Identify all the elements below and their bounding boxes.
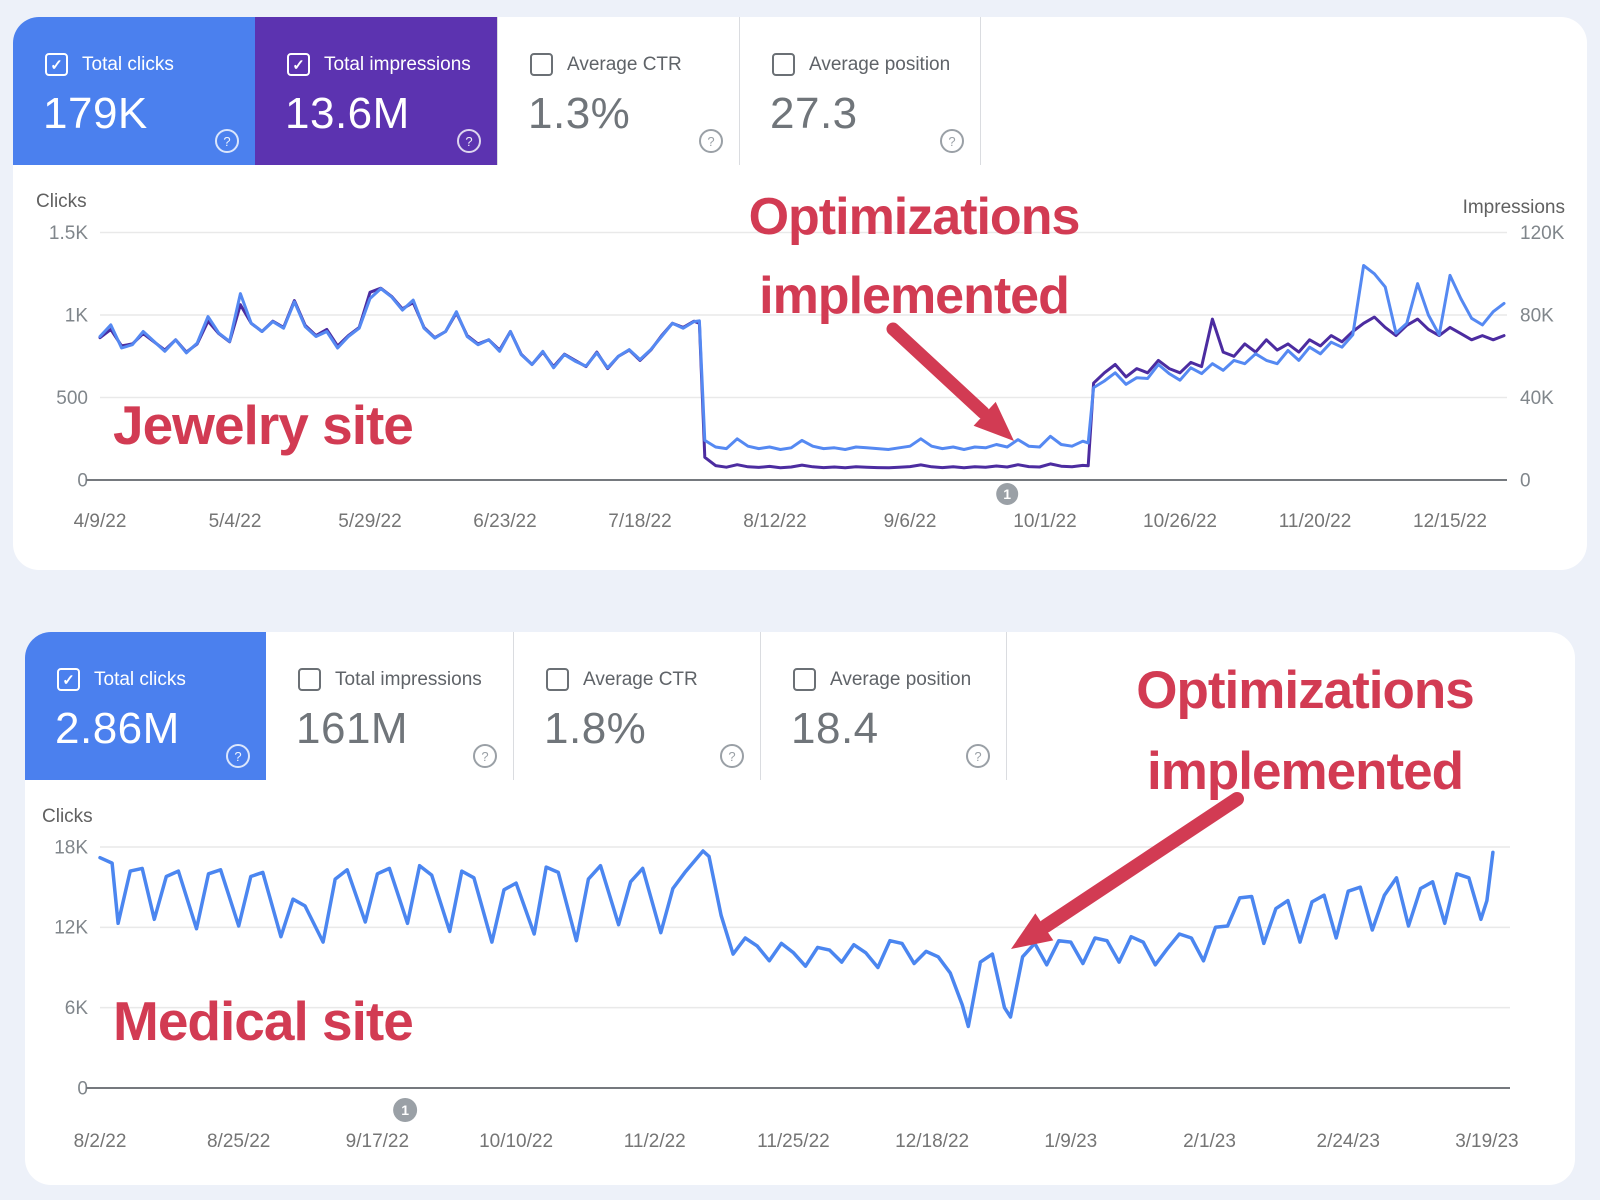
annotation-line: Optimizations xyxy=(1136,661,1474,720)
checkbox-average-position[interactable] xyxy=(772,53,795,76)
annotation-line: implemented xyxy=(759,267,1070,325)
metric-value: 13.6M xyxy=(285,89,410,138)
metric-card-total-impressions-jewelry[interactable]: ✓ Total impressions 13.6M ? xyxy=(255,17,497,165)
checkbox-total-clicks[interactable]: ✓ xyxy=(45,53,68,76)
annotation-line: Optimizations xyxy=(748,188,1081,246)
site-label-medical: Medical site xyxy=(113,990,414,1052)
metric-label: Average CTR xyxy=(567,53,682,75)
metric-card-total-clicks-medical[interactable]: ✓ Total clicks 2.86M ? xyxy=(25,632,266,780)
metric-card-average-ctr-jewelry[interactable]: Average CTR 1.3% ? xyxy=(497,17,739,165)
metric-value: 18.4 xyxy=(791,704,879,753)
metric-label: Total impressions xyxy=(335,668,482,690)
checkmark-icon: ✓ xyxy=(62,671,75,689)
checkbox-total-clicks[interactable]: ✓ xyxy=(57,668,80,691)
annotation-optimizations-jewelry: Optimizations implemented xyxy=(659,178,1169,336)
help-icon[interactable]: ? xyxy=(699,129,723,153)
annotation-line: implemented xyxy=(1147,742,1464,801)
metric-value: 161M xyxy=(296,704,409,753)
help-icon[interactable]: ? xyxy=(966,744,990,768)
help-icon[interactable]: ? xyxy=(457,129,481,153)
metric-label: Total clicks xyxy=(94,668,186,690)
help-icon[interactable]: ? xyxy=(720,744,744,768)
metric-card-average-position-medical[interactable]: Average position 18.4 ? xyxy=(760,632,1007,780)
checkbox-average-ctr[interactable] xyxy=(530,53,553,76)
metric-value: 1.8% xyxy=(544,704,647,753)
metric-card-average-position-jewelry[interactable]: Average position 27.3 ? xyxy=(739,17,981,165)
checkmark-icon: ✓ xyxy=(292,56,305,74)
metric-value: 27.3 xyxy=(770,89,858,138)
metric-label: Total impressions xyxy=(324,53,471,75)
help-icon[interactable]: ? xyxy=(215,129,239,153)
metric-value: 2.86M xyxy=(55,704,180,753)
checkbox-average-ctr[interactable] xyxy=(546,668,569,691)
checkmark-icon: ✓ xyxy=(50,56,63,74)
checkbox-average-position[interactable] xyxy=(793,668,816,691)
site-label-jewelry: Jewelry site xyxy=(113,394,414,456)
metric-card-total-impressions-medical[interactable]: Total impressions 161M ? xyxy=(266,632,513,780)
checkbox-total-impressions[interactable]: ✓ xyxy=(287,53,310,76)
help-icon[interactable]: ? xyxy=(473,744,497,768)
metric-label: Total clicks xyxy=(82,53,174,75)
metric-value: 1.3% xyxy=(528,89,631,138)
help-icon[interactable]: ? xyxy=(226,744,250,768)
checkbox-total-impressions[interactable] xyxy=(298,668,321,691)
metric-label: Average CTR xyxy=(583,668,698,690)
metric-label: Average position xyxy=(830,668,972,690)
metric-label: Average position xyxy=(809,53,951,75)
metric-card-average-ctr-medical[interactable]: Average CTR 1.8% ? xyxy=(513,632,760,780)
annotation-optimizations-medical: Optimizations implemented xyxy=(1045,650,1565,812)
metric-card-total-clicks-jewelry[interactable]: ✓ Total clicks 179K ? xyxy=(13,17,255,165)
metric-value: 179K xyxy=(43,89,148,138)
help-icon[interactable]: ? xyxy=(940,129,964,153)
